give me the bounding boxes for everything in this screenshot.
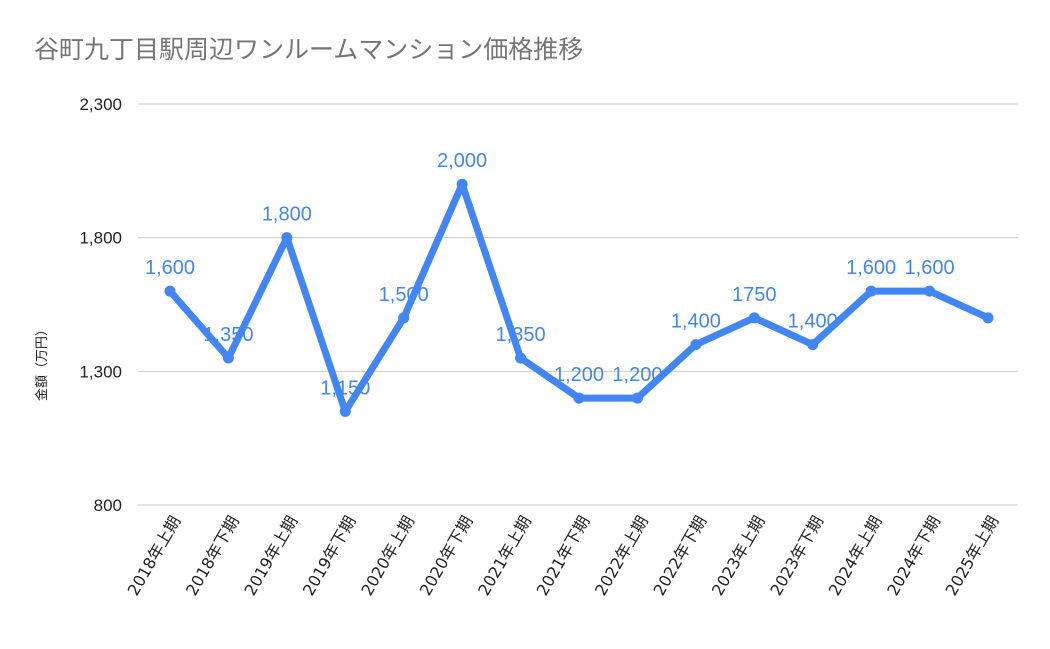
y-tick-label: 2,300 — [79, 95, 122, 114]
data-point — [398, 312, 410, 324]
data-label: 2,000 — [437, 150, 487, 172]
y-tick-label: 800 — [94, 496, 122, 515]
gridlines — [138, 103, 1018, 506]
chart-title: 谷町九丁目駅周辺ワンルームマンション価格推移 — [34, 35, 584, 64]
data-label: 1,350 — [496, 324, 546, 346]
data-label: 1750 — [732, 284, 777, 306]
x-tick-label: 2021年下期 — [533, 513, 594, 599]
data-point — [339, 405, 351, 417]
x-tick-label: 2023年上期 — [708, 513, 769, 599]
data-point — [748, 312, 760, 324]
data-label: 1,500 — [379, 284, 429, 306]
x-tick-label: 2022年下期 — [649, 513, 710, 599]
data-label: 1,400 — [788, 311, 838, 333]
x-tick-label: 2024年上期 — [825, 513, 886, 599]
x-tick-label: 2023年下期 — [766, 513, 827, 599]
x-tick-label: 2024年下期 — [883, 513, 944, 599]
x-tick-label: 2022年上期 — [591, 513, 652, 599]
data-point — [690, 339, 702, 351]
data-point — [573, 392, 585, 404]
data-point — [982, 312, 994, 324]
data-label: 1,600 — [846, 257, 896, 279]
x-tick-label: 2019年下期 — [299, 513, 360, 599]
data-label: 1,800 — [262, 204, 312, 226]
data-point — [164, 285, 176, 297]
x-tick-label: 2019年上期 — [240, 513, 301, 599]
data-labels: 1,600 1,350 1,800 1,150 1,500 2,000 1,350 1,200… — [145, 150, 955, 399]
data-label: 1,600 — [905, 257, 955, 279]
x-axis-ticks: 2018年上期2018年下期2019年上期2019年下期2020年上期2020年… — [124, 513, 1003, 599]
data-label: 1,600 — [145, 257, 195, 279]
data-point — [631, 392, 643, 404]
y-tick-label: 1,300 — [79, 362, 122, 381]
data-label: 1,400 — [671, 311, 721, 333]
data-point — [515, 352, 527, 364]
x-tick-label: 2025年上期 — [942, 513, 1003, 599]
data-label: 1,350 — [203, 324, 253, 346]
x-tick-label: 2020年下期 — [416, 513, 477, 599]
x-tick-label: 2018年上期 — [124, 513, 185, 599]
data-point — [865, 285, 877, 297]
data-point — [222, 352, 234, 364]
y-axis-ticks: 800 1,300 1,800 2,300 — [79, 95, 122, 515]
series-line — [164, 178, 994, 417]
data-label: 1,150 — [320, 377, 370, 399]
data-label: 1,200 — [612, 364, 662, 386]
data-label: 1,200 — [554, 364, 604, 386]
data-point — [456, 178, 468, 190]
x-tick-label: 2021年上期 — [474, 513, 535, 599]
data-point — [281, 232, 293, 244]
y-axis-label: 金額（万円） — [34, 323, 50, 401]
data-point — [924, 285, 936, 297]
x-tick-label: 2018年下期 — [182, 513, 243, 599]
y-tick-label: 1,800 — [79, 229, 122, 248]
x-tick-label: 2020年上期 — [357, 513, 418, 599]
data-point — [807, 339, 819, 351]
